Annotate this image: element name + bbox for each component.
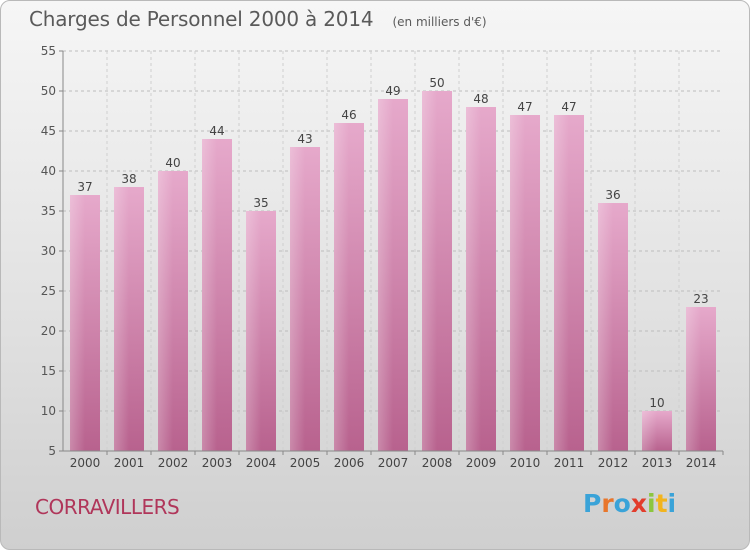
data-label: 43 — [297, 132, 312, 146]
logo-letter: r — [601, 489, 614, 518]
y-tick-label: 40 — [41, 164, 56, 178]
y-tick-label: 10 — [41, 404, 56, 418]
data-label: 44 — [209, 124, 224, 138]
data-label: 50 — [429, 76, 444, 90]
y-tick-label: 45 — [41, 124, 56, 138]
y-tick-label: 55 — [41, 44, 56, 58]
y-tick-label: 20 — [41, 324, 56, 338]
x-tick-label: 2003 — [202, 456, 233, 470]
data-label: 48 — [473, 92, 488, 106]
y-tick-label: 15 — [41, 364, 56, 378]
data-label: 49 — [385, 84, 400, 98]
bar-highlight — [378, 99, 393, 451]
x-tick-label: 2007 — [378, 456, 409, 470]
y-tick-label: 50 — [41, 84, 56, 98]
x-tick-label: 2001 — [114, 456, 145, 470]
bar-highlight — [202, 139, 217, 451]
bar-highlight — [466, 107, 481, 451]
y-tick-label: 35 — [41, 204, 56, 218]
bar-highlight — [70, 195, 85, 451]
x-tick-label: 2008 — [422, 456, 453, 470]
y-tick-label: 5 — [48, 444, 56, 458]
chart-subtitle: (en milliers d'€) — [392, 15, 487, 29]
data-label: 47 — [517, 100, 532, 114]
logo-letter: i — [667, 489, 677, 518]
bars-layer: 37 38 40 44 35 43 46 49 50 48 47 47 36 10 23 — [70, 76, 716, 451]
data-label: 35 — [253, 196, 268, 210]
x-tick-label: 2002 — [158, 456, 189, 470]
proxiti-logo[interactable]: Proxiti — [583, 489, 676, 518]
logo-letter: t — [655, 489, 668, 518]
axis-layer: 5 10 15 20 25 30 35 40 45 50 55 2000 2001 2002 2003 200… — [41, 44, 724, 470]
bar-highlight — [598, 203, 613, 451]
x-tick-label: 2005 — [290, 456, 321, 470]
bar-highlight — [510, 115, 525, 451]
x-tick-label: 2010 — [510, 456, 541, 470]
data-label: 38 — [121, 172, 136, 186]
data-label: 47 — [561, 100, 576, 114]
x-tick-label: 2014 — [686, 456, 717, 470]
bar-highlight — [554, 115, 569, 451]
x-tick-label: 2000 — [70, 456, 101, 470]
x-tick-label: 2009 — [466, 456, 497, 470]
data-label: 23 — [693, 292, 708, 306]
data-label: 36 — [605, 188, 620, 202]
y-tick-label: 30 — [41, 244, 56, 258]
bar-highlight — [246, 211, 261, 451]
logo-letter: o — [613, 489, 631, 518]
x-tick-label: 2006 — [334, 456, 365, 470]
bar-highlight — [642, 411, 657, 451]
bar-highlight — [422, 91, 437, 451]
bar-highlight — [334, 123, 349, 451]
y-tick-label: 25 — [41, 284, 56, 298]
bar-highlight — [686, 307, 701, 451]
data-label: 37 — [77, 180, 92, 194]
commune-name: CORRAVILLERS — [35, 495, 180, 519]
bar-highlight — [114, 187, 129, 451]
logo-letter: i — [647, 489, 656, 518]
chart-title: Charges de Personnel 2000 à 2014 — [29, 7, 374, 31]
title-row: Charges de Personnel 2000 à 2014 (en mil… — [29, 7, 487, 31]
x-tick-label: 2004 — [246, 456, 277, 470]
x-tick-label: 2011 — [554, 456, 585, 470]
data-label: 40 — [165, 156, 180, 170]
x-tick-label: 2012 — [598, 456, 629, 470]
bar-highlight — [158, 171, 173, 451]
logo-letter: P — [583, 489, 602, 518]
bar-highlight — [290, 147, 305, 451]
data-label: 10 — [649, 396, 664, 410]
data-label: 46 — [341, 108, 356, 122]
x-tick-label: 2013 — [642, 456, 673, 470]
logo-letter: x — [630, 489, 647, 518]
